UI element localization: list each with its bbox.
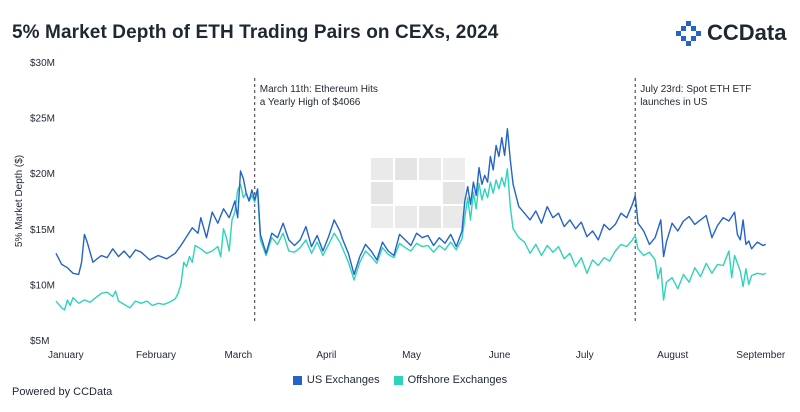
annotation-text: a Yearly High of $4066 [260, 97, 361, 108]
y-tick-label: $25M [30, 114, 55, 125]
annotation-text: July 23rd: Spot ETH ETF [640, 84, 751, 95]
brand-logo: CCData [676, 20, 786, 46]
legend-label-offshore: Offshore Exchanges [407, 374, 508, 386]
y-tick-label: $5M [30, 336, 49, 347]
y-axis-label: 5% Market Depth ($) [14, 155, 25, 247]
legend-swatch-offshore [393, 375, 403, 385]
x-tick-label: May [402, 350, 421, 361]
legend-swatch-us [292, 375, 302, 385]
annotation-text: launches in US [640, 97, 708, 108]
series-line-us-exchanges [55, 127, 767, 276]
legend-item-offshore: Offshore Exchanges [393, 374, 508, 386]
x-tick-label: February [136, 350, 176, 361]
y-tick-label: $10M [30, 280, 55, 291]
x-tick-label: July [576, 350, 594, 361]
x-tick-label: August [657, 350, 688, 361]
annotation-text: March 11th: Ethereum Hits [260, 84, 378, 95]
y-tick-label: $20M [30, 169, 55, 180]
chart-legend: US Exchanges Offshore Exchanges [0, 374, 800, 386]
legend-label-us: US Exchanges [306, 374, 380, 386]
brand-name: CCData [707, 20, 787, 45]
powered-by-text: Powered by CCData [12, 386, 113, 398]
x-tick-label: April [316, 350, 336, 361]
y-tick-label: $15M [30, 225, 55, 236]
x-tick-label: June [489, 350, 511, 361]
ccdata-logo-icon [676, 21, 701, 46]
x-tick-label: January [48, 350, 84, 361]
legend-item-us: US Exchanges [292, 374, 380, 386]
series-line-offshore-exchanges [55, 168, 767, 311]
chart-title: 5% Market Depth of ETH Trading Pairs on … [12, 22, 499, 43]
x-tick-label: March [224, 350, 252, 361]
watermark-icon [371, 158, 465, 228]
y-tick-label: $30M [30, 58, 55, 69]
x-tick-label: September [736, 350, 786, 361]
